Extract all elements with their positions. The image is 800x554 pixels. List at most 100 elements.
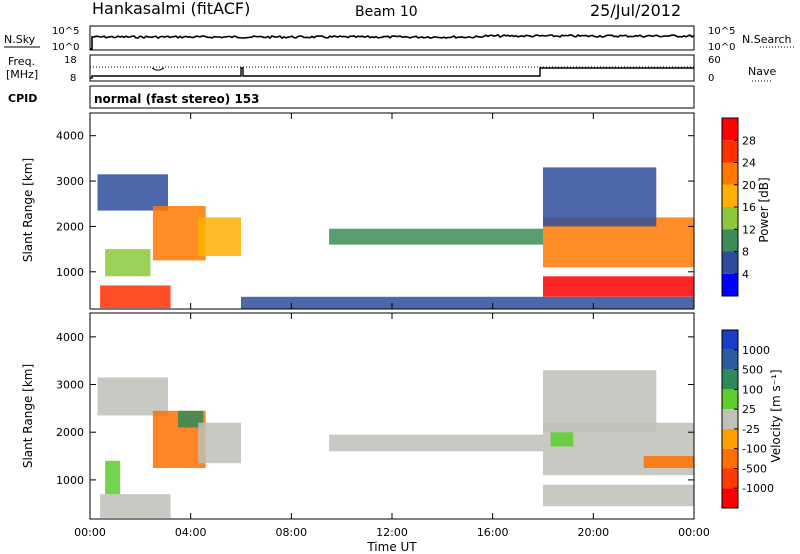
colorbar-segment xyxy=(722,448,738,469)
velocity-colorbar-label: Velocity [m s⁻¹] xyxy=(769,369,783,462)
colorbar-tick-label: 1000 xyxy=(742,344,770,357)
nave-tick-top: 60 xyxy=(708,55,721,66)
y-tick-label: 4000 xyxy=(56,331,84,344)
colorbar-tick-label: 20 xyxy=(742,179,756,192)
power-panel: 1000 2000 3000 4000 Slant Range [km] xyxy=(21,112,695,310)
scatter-region-velocity-10 xyxy=(550,432,574,447)
scatter-region-velocity-8 xyxy=(543,484,694,507)
power-colorbar: 4 8 12 16 20 24 28 Power [dB] xyxy=(721,117,771,297)
scatter-region-velocity-4 xyxy=(178,410,204,428)
freq-tick-bottom: 8 xyxy=(70,73,76,84)
colorbar-segment xyxy=(722,273,738,297)
freq-tick-top: 18 xyxy=(64,55,77,66)
power-y-ticks: 1000 2000 3000 4000 xyxy=(56,130,694,279)
freq-label-1: Freq. xyxy=(8,55,35,68)
freq-dip xyxy=(151,67,165,71)
colorbar-segment xyxy=(722,369,738,390)
y-tick-label: 4000 xyxy=(56,130,84,143)
freq-trace xyxy=(90,67,694,79)
scatter-region-power-4 xyxy=(198,217,241,256)
colorbar-segment xyxy=(722,409,738,429)
cpid-text: normal (fast stereo) 153 xyxy=(94,92,260,106)
scatter-region-velocity-6 xyxy=(329,434,543,452)
nsky-label: N.Sky xyxy=(4,33,36,46)
scatter-region-power-2 xyxy=(100,285,171,309)
colorbar-tick-label: 500 xyxy=(742,364,763,377)
nsky-frame xyxy=(89,25,695,51)
power-heatmap xyxy=(97,167,694,310)
beam-title: Beam 10 xyxy=(355,4,418,20)
y-tick-label: 3000 xyxy=(56,175,84,188)
nave-tick-bottom: 0 xyxy=(708,73,714,84)
colorbar-tick-label: -25 xyxy=(742,423,760,436)
scatter-region-velocity-2 xyxy=(105,460,121,495)
nave-label: Nave xyxy=(748,65,776,78)
colorbar-tick-label: -500 xyxy=(742,462,767,475)
nsearch-tick-top: 10^5 xyxy=(708,26,735,37)
x-tick-label: 12:00 xyxy=(376,526,408,539)
station-title: Hankasalmi (fitACF) xyxy=(92,0,250,18)
freq-panel: Freq. [MHz] 18 8 60 0 Nave xyxy=(6,54,776,84)
date-title: 25/Jul/2012 xyxy=(590,1,681,20)
cpid-frame xyxy=(89,85,695,109)
colorbar-segment xyxy=(722,229,738,252)
colorbar-tick-label: 28 xyxy=(742,134,756,147)
scatter-region-power-0 xyxy=(97,174,168,211)
scatter-region-velocity-5 xyxy=(198,422,241,464)
scatter-region-power-3 xyxy=(152,206,206,261)
scatter-region-power-7 xyxy=(543,276,694,297)
cpid-label: CPID xyxy=(8,92,37,105)
colorbar-tick-label: 24 xyxy=(742,157,756,170)
x-tick-label: 16:00 xyxy=(477,526,509,539)
colorbar-segment xyxy=(722,162,738,185)
scatter-region-power-9 xyxy=(241,296,694,310)
x-tick-label: 00:00 xyxy=(74,526,106,539)
velocity-panel: 1000 2000 3000 4000 00:00 04:00 08:00 12:00 16:… xyxy=(21,113,710,554)
scatter-region-velocity-1 xyxy=(100,494,171,518)
colorbar-segment xyxy=(722,349,738,370)
colorbar-frame xyxy=(721,329,739,509)
time-axis-ticks: 00:00 04:00 08:00 12:00 16:00 20:00 00:00 xyxy=(74,113,710,539)
y-tick-label: 3000 xyxy=(56,379,84,392)
colorbar-segment xyxy=(722,140,738,163)
scatter-region-power-1 xyxy=(105,249,151,277)
power-colorbar-label: Power [dB] xyxy=(757,177,771,242)
nsky-tick-bottom: 10^0 xyxy=(52,42,79,53)
y-tick-label: 1000 xyxy=(56,474,84,487)
nsky-panel: N.Sky 10^5 10^0 10^5 10^0 N.Search xyxy=(4,25,795,53)
x-tick-label: 08:00 xyxy=(275,526,307,539)
nsky-tick-top: 10^5 xyxy=(52,26,79,37)
nsky-trace xyxy=(90,33,695,50)
colorbar-segment xyxy=(722,428,738,449)
cpid-panel: CPID normal (fast stereo) 153 xyxy=(8,85,695,109)
colorbar-tick-label: 4 xyxy=(742,268,749,281)
colorbar-tick-label: 100 xyxy=(742,383,763,396)
colorbar-segment xyxy=(722,184,738,208)
freq-label-2: [MHz] xyxy=(6,68,38,81)
colorbar-tick-label: 12 xyxy=(742,223,756,236)
scatter-region-power-5 xyxy=(329,228,543,245)
y-tick-label: 2000 xyxy=(56,220,84,233)
colorbar-tick-label: 16 xyxy=(742,201,756,214)
scatter-region-power-8 xyxy=(543,167,657,227)
nsearch-tick-bottom: 10^0 xyxy=(708,42,735,53)
colorbar-tick-label: 8 xyxy=(742,246,749,259)
y-tick-label: 1000 xyxy=(56,266,84,279)
scatter-region-velocity-11 xyxy=(543,370,657,433)
velocity-colorbar: 1000 500 100 25 -25 -100 -500 -1000 Velocity [m… xyxy=(721,329,783,509)
nsearch-label: N.Search xyxy=(742,33,792,46)
colorbar-segment xyxy=(722,207,738,230)
y-tick-label: 2000 xyxy=(56,426,84,439)
colorbar-segment xyxy=(722,118,738,141)
velocity-y-ticks: 1000 2000 3000 4000 xyxy=(56,331,694,487)
colorbar-segment xyxy=(722,468,738,489)
x-tick-label: 20:00 xyxy=(577,526,609,539)
x-tick-label: 00:00 xyxy=(678,526,710,539)
time-axis-label: Time UT xyxy=(366,540,417,554)
scatter-region-velocity-0 xyxy=(97,377,168,416)
colorbar-tick-label: -1000 xyxy=(742,482,774,495)
velocity-ylabel: Slant Range [km] xyxy=(21,364,35,468)
colorbar-segment xyxy=(722,330,738,350)
colorbar-segment xyxy=(722,488,738,508)
